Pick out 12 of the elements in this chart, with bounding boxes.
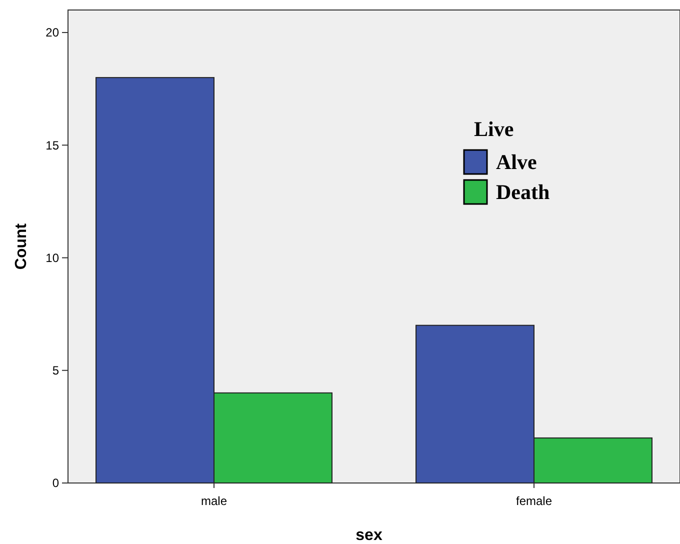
y-tick-label: 5	[52, 364, 60, 378]
y-tick-label: 10	[46, 250, 60, 265]
legend-title: Live	[474, 117, 514, 141]
y-tick-label: 20	[46, 26, 60, 40]
y-tick-label: 15	[46, 138, 60, 152]
legend-label: Alve	[496, 150, 537, 174]
x-tick-label: female	[516, 494, 552, 508]
y-axis-title: Count	[13, 222, 30, 270]
legend-label: Death	[496, 180, 550, 204]
x-axis-title: sex	[356, 527, 382, 544]
y-tick-label: 0	[52, 476, 60, 490]
x-tick-label: male	[200, 494, 228, 508]
